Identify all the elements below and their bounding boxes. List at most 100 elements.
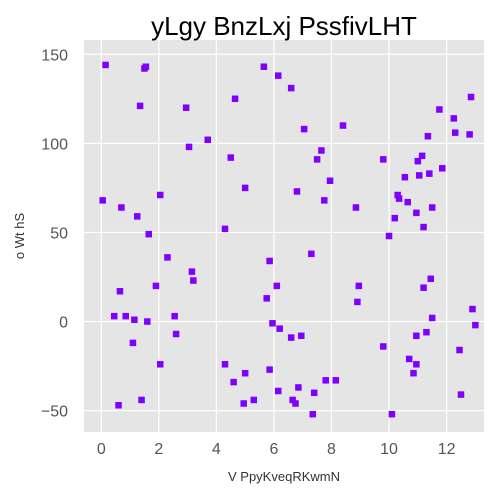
x-tick-label: 4	[212, 441, 221, 458]
data-point	[122, 312, 129, 320]
data-point	[466, 131, 473, 138]
data-point	[172, 330, 180, 338]
data-points	[99, 61, 479, 418]
data-point	[171, 312, 178, 320]
data-point	[102, 61, 109, 69]
data-point	[240, 400, 247, 407]
data-point	[318, 147, 325, 154]
data-point	[472, 321, 479, 329]
data-point	[144, 318, 151, 325]
data-point	[456, 346, 463, 354]
data-point	[231, 95, 239, 103]
data-point	[418, 152, 426, 160]
data-point	[326, 177, 334, 185]
data-point	[298, 332, 305, 340]
data-point	[308, 250, 315, 258]
data-point	[152, 282, 160, 290]
data-point	[391, 214, 399, 222]
data-point	[428, 204, 436, 211]
data-point	[204, 136, 211, 144]
y-tick-labels: −50 0 50 100 150	[41, 47, 68, 420]
data-point	[469, 305, 476, 313]
data-point	[467, 93, 475, 101]
data-point	[164, 254, 171, 261]
data-point	[413, 209, 420, 217]
data-point	[188, 268, 196, 275]
data-point	[274, 72, 282, 79]
data-point	[339, 122, 347, 129]
data-point	[380, 156, 387, 163]
data-point	[439, 165, 446, 172]
data-point	[136, 102, 144, 110]
data-point	[380, 343, 387, 350]
plot-area	[84, 40, 484, 432]
data-point	[424, 132, 432, 140]
data-point	[131, 316, 138, 323]
data-point	[221, 225, 229, 233]
data-point	[410, 369, 417, 377]
data-point	[309, 410, 317, 418]
data-point	[332, 377, 340, 384]
data-point	[287, 334, 295, 341]
x-axis-label: V PpyKveqRKwmN	[228, 469, 340, 484]
data-point	[295, 384, 302, 391]
data-point	[250, 396, 258, 404]
data-point	[428, 314, 436, 322]
data-point	[227, 154, 235, 161]
data-point	[129, 339, 137, 347]
data-point	[385, 232, 393, 240]
x-tick-label: 2	[154, 441, 163, 458]
data-point	[118, 204, 125, 211]
data-point	[426, 170, 433, 177]
chart-title: yLgy BnzLxj PssfivLHT	[151, 11, 417, 41]
x-tick-label: 8	[327, 441, 336, 458]
data-point	[405, 355, 413, 363]
data-point	[413, 361, 420, 368]
data-point	[413, 332, 420, 340]
data-point	[354, 298, 361, 306]
data-point	[416, 172, 423, 179]
data-point	[423, 328, 430, 336]
data-point	[138, 396, 145, 404]
data-point	[450, 115, 458, 122]
data-point	[352, 204, 360, 211]
data-point	[293, 188, 301, 195]
data-point	[110, 312, 118, 320]
data-point	[266, 366, 273, 373]
x-tick-label: 10	[380, 441, 398, 458]
data-point	[260, 63, 268, 70]
data-point	[230, 378, 237, 386]
data-point	[292, 400, 299, 407]
data-point	[115, 402, 122, 409]
data-point	[221, 361, 229, 368]
y-tick-label: 100	[41, 136, 68, 153]
data-point	[287, 84, 295, 92]
data-point	[300, 125, 308, 133]
data-point	[276, 325, 283, 332]
data-point	[355, 282, 363, 290]
data-point	[414, 157, 422, 165]
x-tick-label: 0	[97, 441, 106, 458]
y-tick-label: 150	[41, 47, 68, 64]
data-point	[116, 287, 124, 295]
data-point	[388, 410, 396, 418]
data-point	[404, 198, 411, 206]
data-point	[273, 282, 281, 290]
data-point	[436, 106, 443, 113]
x-tick-label: 12	[438, 441, 456, 458]
data-point	[263, 295, 270, 302]
data-point	[142, 63, 150, 70]
data-point	[322, 377, 329, 384]
data-point	[241, 184, 249, 192]
data-point	[313, 156, 321, 163]
data-point	[241, 369, 249, 377]
data-point	[427, 275, 435, 283]
data-point	[274, 387, 282, 395]
data-point	[133, 213, 141, 220]
data-point	[99, 197, 106, 204]
data-point	[185, 143, 193, 151]
y-axis-label: o Wt hS	[12, 213, 27, 260]
data-point	[310, 389, 318, 397]
data-point	[269, 320, 276, 327]
